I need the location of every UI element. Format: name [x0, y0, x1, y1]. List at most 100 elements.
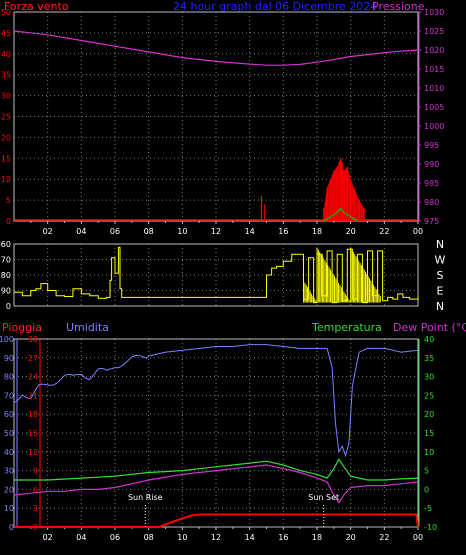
panel1-xtick-label: 22	[379, 227, 389, 236]
temp-ytick-label: 20	[424, 410, 434, 419]
panel3-xtick-label: 22	[379, 533, 389, 542]
panel1-xtick-label: 20	[346, 227, 356, 236]
panel1-right-label: Pressione	[372, 0, 425, 13]
humidity-ytick-label: 80	[4, 373, 14, 382]
wind-ytick-label: 5	[6, 196, 11, 205]
wind-ytick-label: 50	[1, 8, 11, 17]
labels-layer: 02 04 06 08 10 12 14 16 18 20 22 000510152025303540…	[0, 8, 446, 542]
compass-label: W	[435, 254, 446, 267]
panel3-xtick-label: 14	[245, 533, 255, 542]
rain-ytick-label: 0	[33, 523, 38, 532]
panel3-xtick-label: 04	[76, 533, 86, 542]
panel1-xtick-label: 16	[278, 227, 288, 236]
rain-ytick-label: 3	[33, 504, 38, 513]
compass-label: N	[436, 238, 444, 251]
temp-ytick-label: -10	[424, 523, 437, 532]
panel1-xtick-label: 18	[312, 227, 322, 236]
pressure-ytick-label: 980	[424, 198, 439, 207]
rain-ytick-label: 21	[28, 391, 38, 400]
compass-label: N	[436, 300, 444, 313]
temp-ytick-label: 0	[424, 485, 429, 494]
series-layer	[13, 30, 419, 528]
rain-line	[14, 513, 419, 528]
pressure-ytick-label: 975	[424, 217, 439, 226]
direction-ytick-label: 270	[0, 256, 11, 265]
humidity-ytick-label: 20	[4, 485, 14, 494]
sun-rise-label: Sun Rise	[128, 493, 163, 502]
temp-ytick-label: 10	[424, 448, 434, 457]
humidity-ytick-label: 60	[4, 410, 14, 419]
wind-ytick-label: 0	[6, 217, 11, 226]
temperature-axis-label: Temperatura	[311, 321, 382, 334]
pressure-ytick-label: 1000	[424, 122, 444, 131]
panel3-xtick-label: 20	[346, 533, 356, 542]
pressure-ytick-label: 1020	[424, 46, 444, 55]
panel1-left-label: Forza vento	[4, 0, 69, 13]
axes-layer	[13, 11, 421, 530]
pressure-ytick-label: 990	[424, 160, 439, 169]
humidity-ytick-label: 100	[0, 335, 14, 344]
humidity-ytick-label: 70	[4, 391, 14, 400]
humidity-ytick-label: 10	[4, 504, 14, 513]
direction-ytick-label: 90	[1, 287, 11, 296]
wind-ytick-label: 40	[1, 50, 11, 59]
panel3-xtick-label: 02	[43, 533, 53, 542]
pressure-ytick-label: 1030	[424, 8, 444, 17]
humidity-ytick-label: 50	[4, 429, 14, 438]
rain-ytick-label: 30	[28, 335, 38, 344]
rain-ytick-label: 27	[28, 354, 38, 363]
panel1-xtick-label: 00	[413, 227, 423, 236]
panel3-xtick-label: 06	[110, 533, 120, 542]
pressure-ytick-label: 1015	[424, 65, 444, 74]
wind-ytick-label: 25	[1, 113, 11, 122]
humidity-ytick-label: 0	[9, 523, 14, 532]
rain-ytick-label: 9	[33, 467, 38, 476]
wind-avg-line	[323, 207, 358, 222]
direction-ytick-label: 180	[0, 271, 11, 280]
rain-ytick-label: 6	[33, 485, 38, 494]
panel1-xtick-label: 08	[144, 227, 154, 236]
dewpoint-axis-label: Dew Point (°C)	[393, 321, 466, 334]
wind-ytick-label: 20	[1, 133, 11, 142]
panel1-xtick-label: 14	[245, 227, 255, 236]
rain-axis-label: Pioggia	[2, 321, 42, 334]
temp-ytick-label: -5	[424, 504, 432, 513]
temperature-line	[14, 458, 419, 481]
rain-ytick-label: 24	[28, 373, 38, 382]
temp-ytick-label: 15	[424, 429, 434, 438]
rain-ytick-label: 15	[28, 429, 38, 438]
compass-label: S	[437, 269, 444, 282]
temp-ytick-label: 35	[424, 354, 434, 363]
wind-area	[323, 158, 365, 221]
wind-ytick-label: 30	[1, 92, 11, 101]
panel1-xtick-label: 06	[110, 227, 120, 236]
panel1-xtick-label: 04	[76, 227, 86, 236]
chart-title: 24 hour graph dal 06 Dicembre 2024	[173, 0, 377, 13]
rain-ytick-label: 18	[28, 410, 38, 419]
panel3-xtick-label: 10	[177, 533, 187, 542]
pressure-ytick-label: 1025	[424, 27, 444, 36]
panel3-xtick-label: 08	[144, 533, 154, 542]
temp-ytick-label: 5	[424, 467, 429, 476]
panel1-xtick-label: 10	[177, 227, 187, 236]
pressure-line	[13, 30, 419, 66]
panel3-xtick-label: 12	[211, 533, 221, 542]
humidity-line	[13, 344, 419, 458]
humidity-ytick-label: 90	[4, 354, 14, 363]
panel1-xtick-label: 02	[43, 227, 53, 236]
temp-ytick-label: 25	[424, 391, 434, 400]
panel3-xtick-label: 18	[312, 533, 322, 542]
direction-ytick-label: 360	[0, 240, 11, 249]
sun-set-label: Sun Set	[308, 493, 339, 502]
compass-label: E	[437, 285, 444, 298]
dewpoint-line	[13, 464, 419, 504]
humidity-ytick-label: 40	[4, 448, 14, 457]
wind-ytick-label: 15	[1, 154, 11, 163]
wind-ytick-label: 35	[1, 71, 11, 80]
wind-ytick-label: 10	[1, 175, 11, 184]
humidity-axis-label: Umidita	[66, 321, 109, 334]
panel2-frame	[13, 243, 419, 307]
temp-ytick-label: 40	[424, 335, 434, 344]
